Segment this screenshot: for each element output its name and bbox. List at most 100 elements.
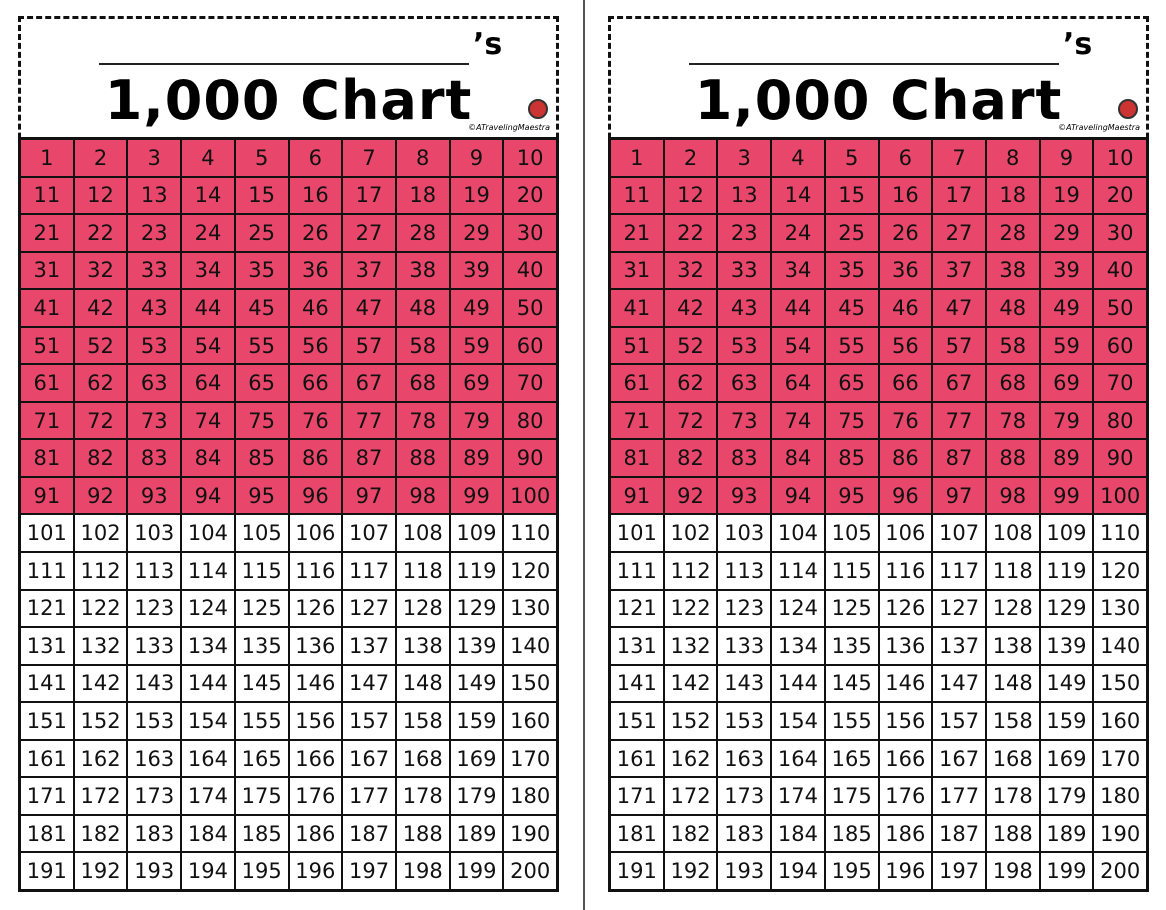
number-cell: 113 <box>717 552 772 590</box>
number-cell: 128 <box>395 589 450 628</box>
number-cell: 100 <box>503 476 557 515</box>
number-cell: 159 <box>449 702 504 740</box>
number-cell: 77 <box>932 401 986 440</box>
number-cell: 86 <box>878 439 933 477</box>
number-cell: 153 <box>127 702 182 740</box>
number-cell: 85 <box>234 439 289 477</box>
number-cell: 166 <box>878 739 933 778</box>
number-cell: 76 <box>288 401 343 440</box>
number-cell: 173 <box>127 777 182 815</box>
number-cell: 167 <box>342 739 396 778</box>
number-cell: 122 <box>663 589 718 628</box>
number-cell: 171 <box>610 777 664 815</box>
number-cell: 40 <box>503 251 557 290</box>
number-cell: 91 <box>20 476 74 515</box>
number-cell: 21 <box>20 214 74 252</box>
number-cell: 52 <box>73 326 128 365</box>
number-cell: 88 <box>985 439 1040 477</box>
number-cell: 100 <box>1093 476 1147 515</box>
number-cell: 73 <box>127 401 182 440</box>
number-cell: 55 <box>234 326 289 365</box>
number-cell: 101 <box>20 514 74 553</box>
number-cell: 138 <box>985 627 1040 665</box>
number-cell: 142 <box>73 664 128 703</box>
number-cell: 26 <box>288 214 343 252</box>
number-cell: 26 <box>878 214 933 252</box>
number-cell: 149 <box>449 664 504 703</box>
number-cell: 186 <box>288 814 343 853</box>
number-cell: 8 <box>395 139 450 177</box>
number-cell: 97 <box>342 476 396 515</box>
number-cell: 13 <box>717 176 772 215</box>
number-cell: 67 <box>932 364 986 402</box>
number-cell: 69 <box>449 364 504 402</box>
number-cell: 82 <box>663 439 718 477</box>
number-cell: 147 <box>932 664 986 703</box>
number-cell: 173 <box>717 777 772 815</box>
number-cell: 131 <box>610 627 664 665</box>
number-cell: 141 <box>20 664 74 703</box>
number-cell: 42 <box>663 289 718 327</box>
logo <box>528 99 548 119</box>
number-cell: 28 <box>985 214 1040 252</box>
number-cell: 27 <box>342 214 396 252</box>
number-cell: 183 <box>717 814 772 853</box>
number-cell: 191 <box>610 852 664 890</box>
number-cell: 59 <box>449 326 504 365</box>
number-cell: 105 <box>234 514 289 553</box>
number-cell: 20 <box>503 176 557 215</box>
number-cell: 95 <box>234 476 289 515</box>
number-cell: 64 <box>771 364 825 402</box>
number-cell: 129 <box>449 589 504 628</box>
number-cell: 10 <box>1093 139 1147 177</box>
number-cell: 32 <box>73 251 128 290</box>
divider <box>583 0 585 910</box>
number-cell: 127 <box>932 589 986 628</box>
number-cell: 160 <box>503 702 557 740</box>
number-cell: 89 <box>449 439 504 477</box>
number-cell: 70 <box>1093 364 1147 402</box>
number-cell: 48 <box>985 289 1040 327</box>
number-cell: 179 <box>449 777 504 815</box>
number-cell: 194 <box>181 852 235 890</box>
number-cell: 111 <box>610 552 664 590</box>
number-cell: 120 <box>1093 552 1147 590</box>
number-cell: 44 <box>771 289 825 327</box>
number-cell: 58 <box>985 326 1040 365</box>
number-cell: 80 <box>1093 401 1147 440</box>
number-cell: 106 <box>878 514 933 553</box>
number-cell: 154 <box>771 702 825 740</box>
number-cell: 198 <box>985 852 1040 890</box>
number-cell: 88 <box>395 439 450 477</box>
number-cell: 45 <box>824 289 879 327</box>
number-cell: 163 <box>127 739 182 778</box>
number-cell: 1 <box>610 139 664 177</box>
number-cell: 186 <box>878 814 933 853</box>
number-cell: 197 <box>342 852 396 890</box>
number-cell: 54 <box>181 326 235 365</box>
number-cell: 25 <box>234 214 289 252</box>
number-cell: 85 <box>824 439 879 477</box>
number-cell: 154 <box>181 702 235 740</box>
number-cell: 149 <box>1039 664 1094 703</box>
number-cell: 184 <box>771 814 825 853</box>
number-cell: 4 <box>181 139 235 177</box>
number-cell: 180 <box>1093 777 1147 815</box>
number-cell: 101 <box>610 514 664 553</box>
number-cell: 190 <box>1093 814 1147 853</box>
number-cell: 178 <box>985 777 1040 815</box>
number-cell: 51 <box>610 326 664 365</box>
number-cell: 119 <box>1039 552 1094 590</box>
number-cell: 167 <box>932 739 986 778</box>
number-cell: 152 <box>73 702 128 740</box>
number-cell: 5 <box>824 139 879 177</box>
number-cell: 192 <box>73 852 128 890</box>
number-cell: 169 <box>449 739 504 778</box>
number-cell: 158 <box>395 702 450 740</box>
number-cell: 34 <box>771 251 825 290</box>
number-cell: 84 <box>771 439 825 477</box>
number-cell: 60 <box>503 326 557 365</box>
number-cell: 199 <box>449 852 504 890</box>
number-cell: 60 <box>1093 326 1147 365</box>
number-cell: 169 <box>1039 739 1094 778</box>
